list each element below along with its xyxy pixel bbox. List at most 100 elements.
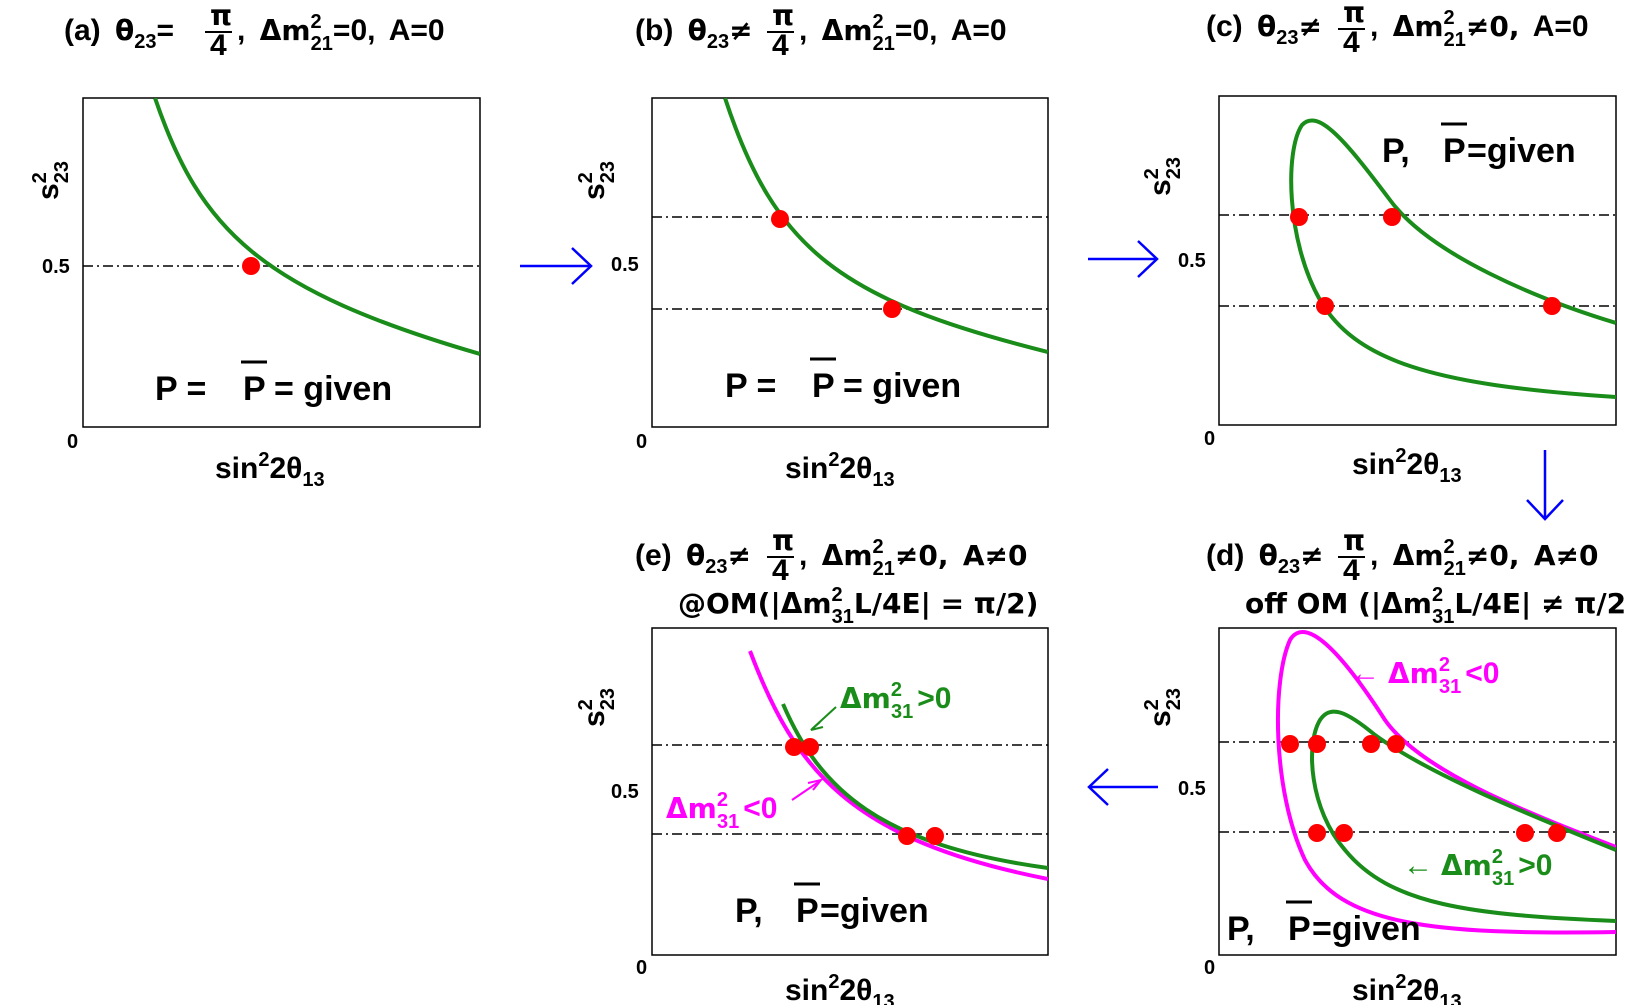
- panel-d-solution-4: [1387, 735, 1405, 753]
- svg-text:π: π: [1343, 524, 1365, 557]
- panel-c-solution-4: [1543, 297, 1561, 315]
- svg-text:π: π: [772, 0, 794, 32]
- panel-c-xlabel: sin22θ13: [1352, 445, 1462, 487]
- panel-e-solution-3: [898, 827, 916, 845]
- panel-a-note: P = P = given: [155, 360, 392, 408]
- panel-b-curve: [723, 98, 1048, 354]
- panel-a-solution-point: [242, 257, 260, 275]
- panel-b-axes-frame: [651, 97, 1049, 428]
- panel-a-xlabel: sin22θ13: [215, 449, 325, 491]
- panel-d-axes-frame: [1218, 627, 1617, 956]
- panel-d-curve-normal: [1310, 709, 1616, 923]
- arrow-b-to-c: [1088, 240, 1159, 278]
- panel-a-axes-frame: [82, 97, 481, 428]
- panel-d-solution-2: [1308, 735, 1326, 753]
- svg-text:=given: =given: [1312, 910, 1421, 948]
- panel-a-pi-over-4: π 4: [205, 0, 232, 62]
- svg-text:= given: = given: [843, 367, 961, 405]
- panel-d-title-rest: , Δm2 21≠0, A≠0: [1370, 536, 1598, 580]
- panel-b-ytick-05: 0.5: [611, 254, 639, 276]
- svg-text:= given: = given: [274, 370, 392, 408]
- panel-e-solution-1: [785, 738, 803, 756]
- panel-d-curve-inverted: [1275, 629, 1616, 935]
- panel-d-ytick-0: 0: [1204, 957, 1215, 979]
- panel-b-ytick-0: 0: [636, 431, 647, 453]
- svg-text:π: π: [1343, 0, 1365, 29]
- panel-e-pi-over-4: π 4: [767, 524, 794, 587]
- svg-text:=given: =given: [820, 892, 929, 930]
- panel-d-solution-5: [1308, 824, 1326, 842]
- panel-e-title-rest: , Δm2 21≠0, A≠0: [799, 536, 1027, 580]
- panel-c-ytick-0: 0: [1204, 428, 1215, 450]
- panel-e-note: P, P =given: [735, 882, 929, 930]
- panel-c-solution-2: [1383, 208, 1401, 226]
- panel-b-ylabel: s223: [575, 161, 619, 200]
- svg-text:P: P: [1288, 910, 1311, 948]
- panel-c: (c) θ23≠ π 4 , Δm2 21≠0, A=0 0.5 0 s223 s…: [1141, 0, 1617, 487]
- panel-b-xlabel: sin22θ13: [785, 449, 895, 491]
- panel-d: (d) θ23≠ π 4 , Δm2 21≠0, A≠0 off OM (|Δm2…: [1141, 524, 1628, 1005]
- panel-b-solution-lower: [883, 300, 901, 318]
- panel-e-ytick-0: 0: [636, 957, 647, 979]
- svg-text:P,: P,: [1382, 132, 1410, 170]
- panel-a-ytick-05: 0.5: [42, 256, 70, 278]
- svg-text:P =: P =: [725, 367, 776, 405]
- panel-c-solution-1: [1290, 208, 1308, 226]
- panel-d-solution-6: [1335, 824, 1353, 842]
- panel-e-axes-frame: [651, 627, 1049, 956]
- panel-d-solution-1: [1281, 735, 1299, 753]
- panel-e-solution-4: [926, 827, 944, 845]
- panel-b-solution-upper: [771, 210, 789, 228]
- panel-d-note: P, P =given: [1227, 900, 1421, 948]
- panel-a-curve: [153, 98, 480, 356]
- svg-text:P: P: [796, 892, 819, 930]
- panel-d-solution-3: [1362, 735, 1380, 753]
- panel-c-ylabel: s223: [1141, 157, 1185, 196]
- svg-text:π: π: [210, 0, 232, 32]
- panel-c-solution-3: [1316, 297, 1334, 315]
- svg-text:s223: s223: [1141, 157, 1185, 196]
- panel-e-subtitle: @OM(|Δm2 31L/4E| = π/2): [678, 584, 1038, 628]
- panel-b: (b) θ23≠ π 4 , Δm2 21=0, A=0 0.5 0 s223 s…: [575, 0, 1049, 491]
- panel-a-title: (a) θ23=: [64, 14, 174, 53]
- panel-b-note: P = P = given: [725, 357, 961, 405]
- svg-text:s223: s223: [29, 161, 73, 200]
- svg-text:s223: s223: [575, 688, 619, 727]
- panel-a-ylabel: s223: [29, 161, 73, 200]
- panel-b-pi-over-4: π 4: [767, 0, 794, 62]
- panel-d-xlabel: sin22θ13: [1352, 971, 1462, 1005]
- panel-e-ytick-05: 0.5: [611, 781, 639, 803]
- panel-e-solution-2: [801, 738, 819, 756]
- panel-e-title: (e) θ23≠: [635, 539, 751, 578]
- panel-b-title: (b) θ23≠: [635, 14, 753, 53]
- svg-text:P: P: [812, 367, 835, 405]
- panel-d-solution-7: [1516, 824, 1534, 842]
- svg-text:P,: P,: [1227, 910, 1255, 948]
- svg-text:s223: s223: [575, 161, 619, 200]
- svg-text:π: π: [772, 524, 794, 557]
- panel-d-title: (d) θ23≠: [1206, 539, 1324, 578]
- panel-c-axes-frame: [1218, 95, 1617, 426]
- panel-a-ytick-0: 0: [67, 431, 78, 453]
- panel-d-ytick-05: 0.5: [1178, 778, 1206, 800]
- panel-e-label-normal: Δm2 31 >0: [810, 679, 951, 731]
- panel-c-ytick-05: 0.5: [1178, 250, 1206, 272]
- panel-a-title-rest: , Δm2 21=0, A=0: [237, 11, 445, 55]
- panel-d-subtitle: off OM (|Δm2 31L/4E| ≠ π/2): [1245, 584, 1628, 628]
- svg-text:4: 4: [772, 29, 789, 62]
- panel-c-title-rest: , Δm2 21≠0, A=0: [1370, 7, 1589, 51]
- arrow-a-to-b: [520, 247, 593, 285]
- svg-text:s223: s223: [1141, 688, 1185, 727]
- panel-d-ylabel: s223: [1141, 688, 1185, 727]
- svg-text:P: P: [243, 370, 266, 408]
- panel-c-curve: [1289, 118, 1616, 399]
- svg-text:=given: =given: [1467, 132, 1576, 170]
- panel-c-pi-over-4: π 4: [1338, 0, 1365, 59]
- panel-c-title: (c) θ23≠: [1206, 10, 1322, 49]
- arrow-d-to-e: [1087, 768, 1158, 806]
